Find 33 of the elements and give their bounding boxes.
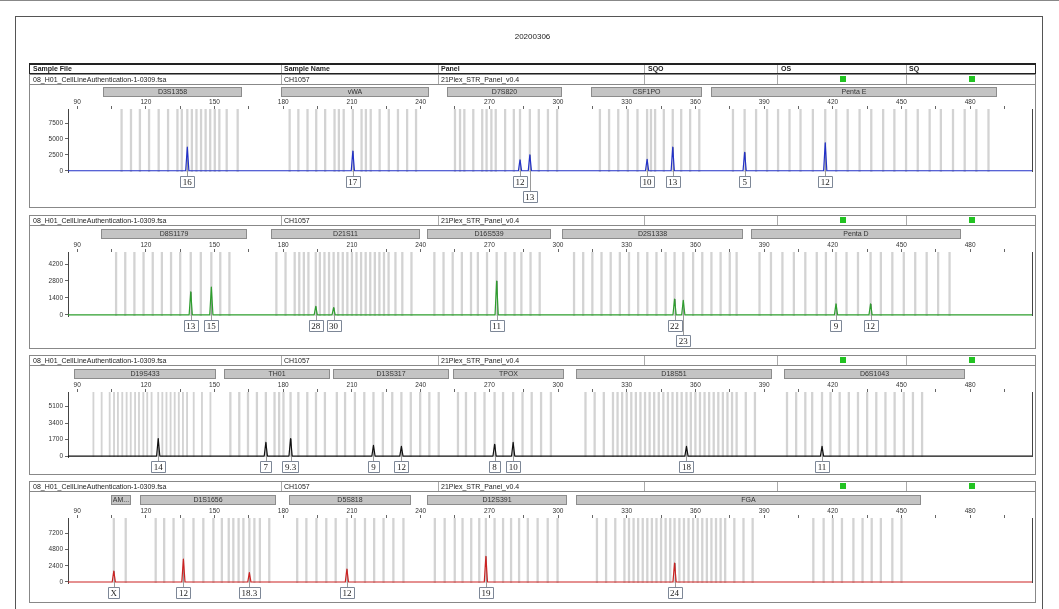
annotation: 19 (481, 587, 491, 598)
annotation: 12 (342, 587, 352, 598)
annotation: 15 (206, 320, 217, 331)
annotation: 11 (492, 320, 501, 331)
annotation: 13 (186, 320, 196, 331)
annotation: 8 (492, 461, 498, 472)
annotation: 12 (178, 587, 188, 598)
annotation: 23 (678, 335, 689, 346)
annotation: 16 (182, 176, 193, 187)
annotation: 7 (263, 461, 269, 472)
annotation: 13 (525, 191, 535, 202)
annotation: 18.3 (241, 587, 258, 598)
annotation: X (110, 587, 118, 598)
annotation: 12 (396, 461, 406, 472)
annotation: 14 (153, 461, 164, 472)
annotation: 9.3 (284, 461, 297, 472)
annotation: 24 (670, 587, 680, 598)
annotation: 10 (508, 461, 519, 472)
annotation: 11 (817, 461, 827, 472)
text: 20200306 (513, 32, 552, 42)
annotation: 12 (820, 176, 830, 187)
annotation: 12 (866, 320, 876, 331)
annotation: 18 (681, 461, 692, 472)
annotation: 9 (833, 320, 839, 331)
annotation: 30 (329, 320, 339, 331)
annotation: 9 (371, 461, 377, 472)
annotation: 13 (668, 176, 678, 187)
annotation: 17 (348, 176, 358, 187)
annotation: 12 (515, 176, 525, 187)
annotation: 28 (311, 320, 321, 331)
annotation: 5 (742, 176, 748, 187)
annotation: 10 (642, 176, 653, 187)
annotation: 22 (670, 320, 680, 331)
